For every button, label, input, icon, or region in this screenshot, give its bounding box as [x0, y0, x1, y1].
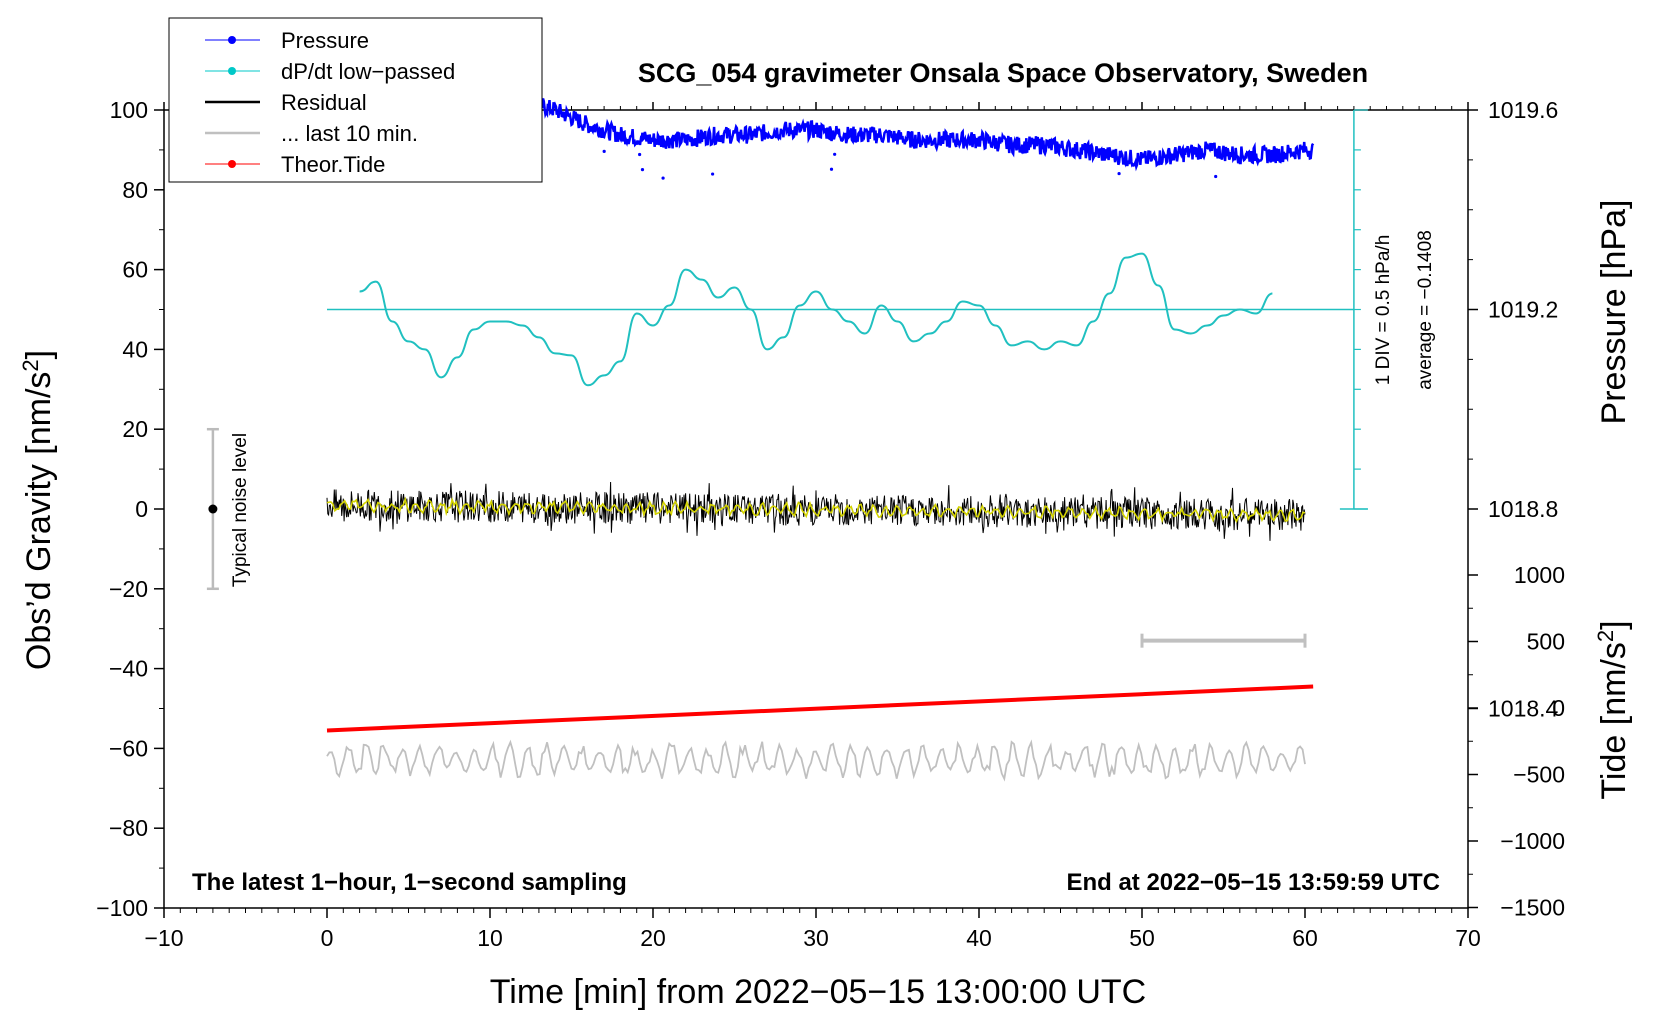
y-axis-left-title: Obs’d Gravity [nm/s2] — [18, 350, 58, 670]
y-axis-left: 100 80 60 40 20 0 −20 −40 −60 −80 −100 — [96, 97, 164, 921]
x-axis: −10 0 10 20 30 40 50 60 70 — [144, 102, 1481, 951]
legend-label: Pressure — [281, 28, 369, 53]
tide-tick-label: −1500 — [1500, 895, 1565, 921]
pressure-tick-label: 1018.8 — [1488, 496, 1558, 522]
y-axis-tide-title: Tide [nm/s2] — [1593, 620, 1633, 799]
legend-label: ... last 10 min. — [281, 121, 418, 146]
tide-line — [326, 684, 1314, 733]
pressure-outlier-point — [833, 152, 837, 156]
pressure-outlier-point — [829, 167, 834, 171]
footer-right: End at 2022−05−15 13:59:59 UTC — [1066, 869, 1440, 896]
y-tick-label: 40 — [122, 336, 148, 362]
y-left-title-close: ] — [20, 350, 58, 359]
x-tick-label: 50 — [1129, 925, 1155, 951]
y-tick-label: −60 — [109, 735, 148, 761]
y-tick-label: −40 — [109, 656, 148, 682]
legend-label: dP/dt low−passed — [281, 59, 455, 84]
pressure-outlier-point — [602, 149, 606, 153]
tide-tick-label: 500 — [1527, 629, 1565, 655]
y-tick-label: 0 — [135, 496, 148, 522]
pressure-outlier-point — [640, 168, 645, 172]
pressure-outlier-point — [661, 176, 665, 180]
div-label: 1 DIV = 0.5 hPa/h — [1373, 235, 1394, 386]
pressure-outlier-point — [711, 172, 715, 176]
pressure-tick-label: 1019.2 — [1488, 297, 1558, 323]
pressure-outlier-point — [1214, 174, 1218, 179]
legend-label: Residual — [281, 90, 367, 115]
tide-title-main: Tide [nm/s — [1595, 642, 1633, 799]
x-tick-label: 40 — [966, 925, 992, 951]
legend-label: Theor.Tide — [281, 152, 385, 177]
x-tick-label: 20 — [640, 925, 666, 951]
x-tick-label: 0 — [321, 925, 334, 951]
pressure-outlier-point — [1117, 171, 1121, 176]
dpdt-line — [359, 252, 1273, 387]
x-tick-label: 70 — [1455, 925, 1481, 951]
x-tick-label: −10 — [144, 925, 183, 951]
y-tick-label: −80 — [109, 815, 148, 841]
noise-label: Typical noise level — [230, 433, 251, 587]
noise-center-point — [208, 504, 218, 514]
y-tick-label: 80 — [122, 177, 148, 203]
y-tick-label: 60 — [122, 257, 148, 283]
y-left-title-sup: 2 — [18, 359, 43, 371]
y-tick-label: −20 — [109, 576, 148, 602]
legend-marker — [228, 67, 236, 75]
chart-title: SCG_054 gravimeter Onsala Space Observat… — [638, 58, 1368, 88]
x-tick-label: 60 — [1292, 925, 1318, 951]
y-tick-label: 20 — [122, 416, 148, 442]
footer-left: The latest 1−hour, 1−second sampling — [192, 869, 627, 896]
tide-title-close: ] — [1595, 620, 1633, 629]
tide-tick-label: 1000 — [1514, 562, 1565, 588]
pressure-tick-label: 1018.4 — [1488, 696, 1559, 722]
tide-tick-label: −500 — [1513, 762, 1565, 788]
y-axis-tide: 1000 500 0 −500 −1000 −1500 — [1468, 562, 1565, 921]
residual-line — [326, 481, 1306, 541]
last10-line — [326, 739, 1306, 782]
legend: Pressure dP/dt low−passed Residual ... last… — [168, 17, 543, 183]
tide-title-sup: 2 — [1593, 630, 1618, 642]
x-tick-label: 10 — [477, 925, 503, 951]
pressure-outlier-point — [638, 152, 642, 157]
y-axis-pressure-title: Pressure [hPa] — [1595, 200, 1633, 425]
y-tick-label: 100 — [110, 97, 148, 123]
x-axis-title: Time [min] from 2022−05−15 13:00:00 UTC — [490, 973, 1146, 1011]
y-tick-label: −100 — [96, 895, 148, 921]
y-left-title-main: Obs’d Gravity [nm/s — [20, 372, 58, 671]
average-label: average = −0.1408 — [1415, 230, 1436, 390]
legend-box — [168, 17, 543, 183]
residual-smoothed-line — [326, 496, 1306, 524]
tide-tick-label: 0 — [1552, 695, 1565, 721]
legend-marker — [228, 36, 236, 44]
x-tick-label: 30 — [803, 925, 829, 951]
legend-marker — [228, 160, 236, 168]
pressure-tick-label: 1019.6 — [1488, 97, 1558, 123]
tide-tick-label: −1000 — [1500, 828, 1565, 854]
